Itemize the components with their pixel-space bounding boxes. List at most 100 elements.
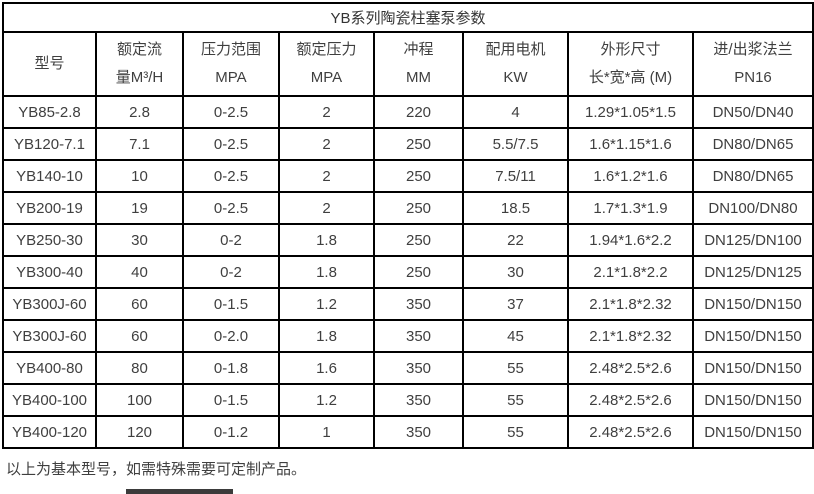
table-cell: 22 (462, 223, 569, 257)
table-cell: 30 (462, 255, 569, 289)
table-cell: 55 (462, 351, 569, 385)
table-cell: 18.5 (462, 191, 569, 225)
table-cell: DN50/DN40 (691, 95, 814, 129)
table-cell: 2.48*2.5*2.6 (567, 383, 694, 417)
table-cell: YB400-120 (2, 415, 97, 449)
table-cell: 250 (373, 159, 464, 193)
column-header-line2: KW (503, 69, 528, 86)
column-header-line1: 型号 (34, 55, 65, 73)
table-row: YB140-10 10 0-2.5 2 250 7.5/11 1.6*1.2*1.6 DN80… (2, 159, 814, 193)
column-header-line2: MM (406, 69, 431, 86)
cutoff-text-fragment (126, 489, 233, 494)
column-header: 进/出浆法兰 PN16 (691, 31, 814, 97)
table-cell: 2.48*2.5*2.6 (567, 415, 694, 449)
column-header-line2: 量M³/H (115, 69, 164, 86)
table-cell: YB400-80 (2, 351, 97, 385)
table-cell: YB200-19 (2, 191, 97, 225)
table-cell: 350 (373, 415, 464, 449)
table-header-row: 型号 额定流 量M³/H 压力范围 MPA 额定压力 MPA 冲程 MM 配用电机 KW 外形尺寸 长*… (2, 31, 814, 97)
table-cell: 2 (278, 159, 375, 193)
column-header: 额定压力 MPA (278, 31, 375, 97)
table-cell: 1.6*1.2*1.6 (567, 159, 694, 193)
table-cell: YB300J-60 (2, 319, 97, 353)
table-cell: 1.8 (278, 223, 375, 257)
table-row: YB85-2.8 2.8 0-2.5 2 220 4 1.29*1.05*1.5 DN50/D… (2, 95, 814, 129)
table-cell: DN80/DN65 (691, 159, 814, 193)
table-body: YB85-2.8 2.8 0-2.5 2 220 4 1.29*1.05*1.5 DN50/D… (2, 95, 814, 449)
table-cell: 1.7*1.3*1.9 (567, 191, 694, 225)
table-cell: 0-1.5 (182, 383, 280, 417)
table-row: YB250-30 30 0-2 1.8 250 22 1.94*1.6*2.2 DN125/D… (2, 223, 814, 257)
table-cell: 1.6*1.15*1.6 (567, 127, 694, 161)
table-cell: 2 (278, 127, 375, 161)
table-cell: 5.5/7.5 (462, 127, 569, 161)
table-row: YB120-7.1 7.1 0-2.5 2 250 5.5/7.5 1.6*1.15*1.6… (2, 127, 814, 161)
column-header: 外形尺寸 长*宽*高 (M) (567, 31, 694, 97)
table-cell: 0-1.5 (182, 287, 280, 321)
table-cell: 4 (462, 95, 569, 129)
table-cell: 0-2 (182, 255, 280, 289)
table-cell: DN150/DN150 (691, 287, 814, 321)
table-cell: 0-2 (182, 223, 280, 257)
table-row: YB300J-60 60 0-1.5 1.2 350 37 2.1*1.8*2.32 DN15… (2, 287, 814, 321)
table-title-row: YB系列陶瓷柱塞泵参数 (1, 2, 814, 33)
table-cell: 250 (373, 223, 464, 257)
table-cell: DN125/DN100 (691, 223, 814, 257)
column-header-line2: PN16 (734, 69, 772, 86)
table-row: YB400-120 120 0-1.2 1 350 55 2.48*2.5*2.6 DN150… (2, 415, 814, 449)
column-header-line1: 进/出浆法兰 (713, 41, 793, 59)
table-cell: 2.1*1.8*2.32 (567, 319, 694, 353)
table-cell: 1.6 (278, 351, 375, 385)
table-cell: 2.48*2.5*2.6 (567, 351, 694, 385)
table-cell: 1.29*1.05*1.5 (567, 95, 694, 129)
table-cell: YB120-7.1 (2, 127, 97, 161)
table-row: YB300-40 40 0-2 1.8 250 30 2.1*1.8*2.2 DN125/DN… (2, 255, 814, 289)
column-header: 额定流量M³/H (95, 31, 184, 97)
column-header-line1: 额定流 (116, 41, 162, 59)
table-cell: DN150/DN150 (691, 319, 814, 353)
table-cell: 2.1*1.8*2.2 (567, 255, 694, 289)
table-cell: 2 (278, 95, 375, 129)
table-cell: 2.8 (95, 95, 184, 129)
table-cell: 80 (95, 351, 184, 385)
table-cell: 7.5/11 (462, 159, 569, 193)
table-cell: 0-2.5 (182, 95, 280, 129)
table-cell: 10 (95, 159, 184, 193)
table-cell: 0-2.0 (182, 319, 280, 353)
table-row: YB400-80 80 0-1.8 1.6 350 55 2.48*2.5*2.6 DN150… (2, 351, 814, 385)
table-cell: YB300-40 (2, 255, 97, 289)
table-cell: 250 (373, 127, 464, 161)
table-cell: 350 (373, 287, 464, 321)
table-cell: YB140-10 (2, 159, 97, 193)
table-cell: 1.2 (278, 287, 375, 321)
column-header-line1: 额定压力 (296, 41, 357, 59)
table-row: YB300J-60 60 0-2.0 1.8 350 45 2.1*1.8*2.32 DN15… (2, 319, 814, 353)
table-cell: 250 (373, 191, 464, 225)
table-cell: 1.8 (278, 255, 375, 289)
table-cell: 30 (95, 223, 184, 257)
table-cell: 1 (278, 415, 375, 449)
table-cell: YB400-100 (2, 383, 97, 417)
table-cell: 100 (95, 383, 184, 417)
table-cell: YB250-30 (2, 223, 97, 257)
column-header: 冲程 MM (373, 31, 464, 97)
footer-note: 以上为基本型号，如需特殊需要可定制产品。 (6, 461, 307, 478)
table-cell: 120 (95, 415, 184, 449)
table-row: YB400-100 100 0-1.5 1.2 350 55 2.48*2.5*2.6 DN1… (2, 383, 814, 417)
table-cell: YB300J-60 (2, 287, 97, 321)
table-cell: 40 (95, 255, 184, 289)
table-cell: 37 (462, 287, 569, 321)
table-cell: DN150/DN150 (691, 415, 814, 449)
table-cell: DN80/DN65 (691, 127, 814, 161)
table-title: YB系列陶瓷柱塞泵参数 (1, 2, 814, 33)
table-cell: 220 (373, 95, 464, 129)
table-cell: 350 (373, 351, 464, 385)
column-header-line1: 冲程 (403, 41, 434, 59)
table-cell: 1.2 (278, 383, 375, 417)
table-cell: 250 (373, 255, 464, 289)
table-row: YB200-19 19 0-2.5 2 250 18.5 1.7*1.3*1.9 DN100/… (2, 191, 814, 225)
table-cell: 55 (462, 383, 569, 417)
table-cell: 55 (462, 415, 569, 449)
table-cell: 19 (95, 191, 184, 225)
column-header-line1: 压力范围 (200, 41, 261, 59)
